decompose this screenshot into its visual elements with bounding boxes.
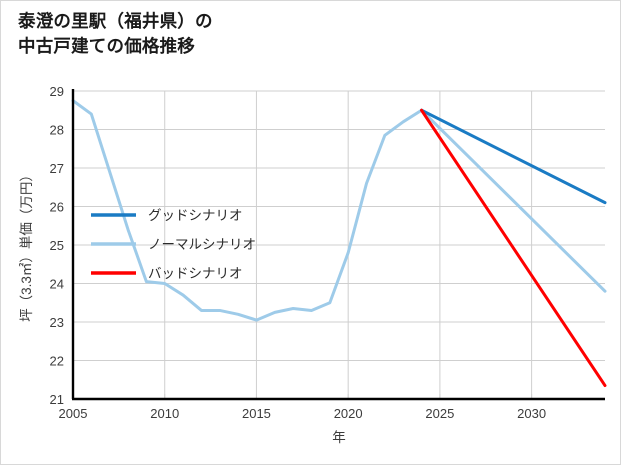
y-tick-labels-group: 21 22 23 24 25 26 27 28 29	[50, 84, 78, 407]
y-tick-label: 24	[50, 277, 64, 292]
legend-label-good: グッドシナリオ	[148, 208, 243, 223]
series-line-normal	[71, 99, 607, 322]
x-tick-label: 2010	[150, 406, 179, 421]
y-tick-label: 26	[50, 200, 64, 215]
legend-label-bad: バッドシナリオ	[148, 266, 243, 281]
x-tick-label: 2025	[425, 406, 454, 421]
x-tick-label: 2005	[59, 406, 88, 421]
legend-label-normal: ノーマルシナリオ	[148, 237, 256, 252]
y-tick-label: 23	[50, 315, 64, 330]
y-axis-label: 坪（3.3㎡）単価（万円）	[19, 168, 34, 322]
y-tick-label: 22	[50, 354, 64, 369]
y-tick-label: 28	[50, 123, 64, 138]
data-series-group	[71, 99, 607, 388]
x-axis-label: 年	[332, 430, 346, 445]
x-tick-label: 2015	[242, 406, 271, 421]
y-tick-label: 25	[50, 238, 64, 253]
x-tick-label: 2020	[334, 406, 363, 421]
series-line-bad	[420, 108, 607, 388]
chart-title: 泰澄の里駅（福井県）の 中古戸建ての価格推移	[18, 11, 213, 56]
x-tick-labels-group: 2005 2010 2015 2020 2025 2030	[59, 394, 546, 421]
x-tick-label: 2030	[517, 406, 546, 421]
axes-group	[71, 89, 605, 401]
series-line-good	[420, 108, 607, 205]
y-tick-label: 27	[50, 161, 64, 176]
y-tick-label: 21	[50, 392, 64, 407]
y-tick-label: 29	[50, 84, 64, 99]
